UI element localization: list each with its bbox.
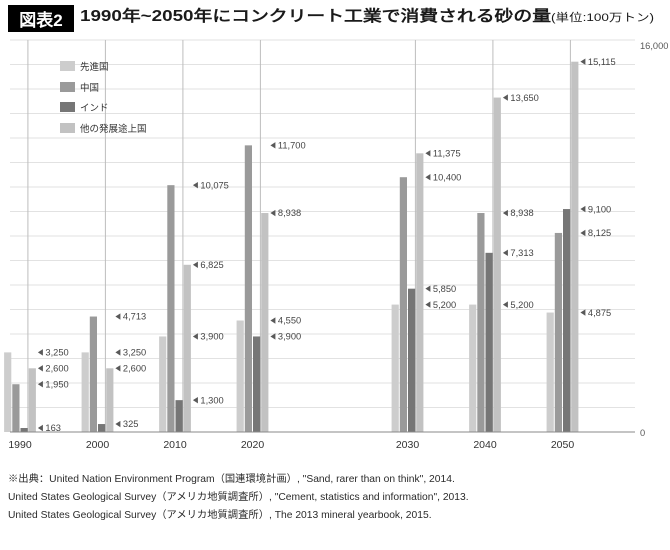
svg-text:15,115: 15,115	[588, 57, 616, 67]
svg-text:4,550: 4,550	[278, 316, 301, 326]
svg-text:8,938: 8,938	[278, 208, 301, 218]
svg-text:2030: 2030	[396, 439, 420, 451]
svg-text:5,200: 5,200	[510, 300, 533, 310]
svg-text:325: 325	[123, 419, 139, 429]
svg-text:6,825: 6,825	[200, 260, 223, 270]
svg-text:13,650: 13,650	[510, 93, 538, 103]
svg-text:0: 0	[640, 428, 645, 438]
svg-text:16,000: 16,000	[640, 41, 668, 51]
svg-text:2020: 2020	[241, 439, 265, 451]
svg-text:11,375: 11,375	[433, 149, 461, 159]
svg-text:3,900: 3,900	[278, 332, 301, 342]
svg-text:3,250: 3,250	[123, 348, 146, 358]
svg-text:1,950: 1,950	[45, 379, 68, 389]
svg-text:3,900: 3,900	[200, 332, 223, 342]
svg-text:2000: 2000	[86, 439, 110, 451]
svg-text:2050: 2050	[551, 439, 575, 451]
svg-text:10,400: 10,400	[433, 172, 461, 182]
svg-text:7,313: 7,313	[510, 248, 533, 258]
svg-text:11,700: 11,700	[278, 141, 306, 151]
svg-text:5,200: 5,200	[433, 300, 456, 310]
svg-text:8,125: 8,125	[588, 228, 611, 238]
svg-text:5,850: 5,850	[433, 284, 456, 294]
svg-text:1990: 1990	[8, 439, 32, 451]
svg-text:2010: 2010	[163, 439, 187, 451]
svg-text:8,938: 8,938	[510, 208, 533, 218]
svg-text:4,875: 4,875	[588, 308, 611, 318]
svg-text:2,600: 2,600	[123, 364, 146, 374]
svg-text:3,250: 3,250	[45, 348, 68, 358]
svg-text:10,075: 10,075	[200, 180, 228, 190]
svg-text:4,713: 4,713	[123, 312, 146, 322]
svg-text:2,600: 2,600	[45, 364, 68, 374]
svg-text:9,100: 9,100	[588, 204, 611, 214]
svg-text:1,300: 1,300	[200, 395, 223, 405]
svg-text:2040: 2040	[473, 439, 497, 451]
